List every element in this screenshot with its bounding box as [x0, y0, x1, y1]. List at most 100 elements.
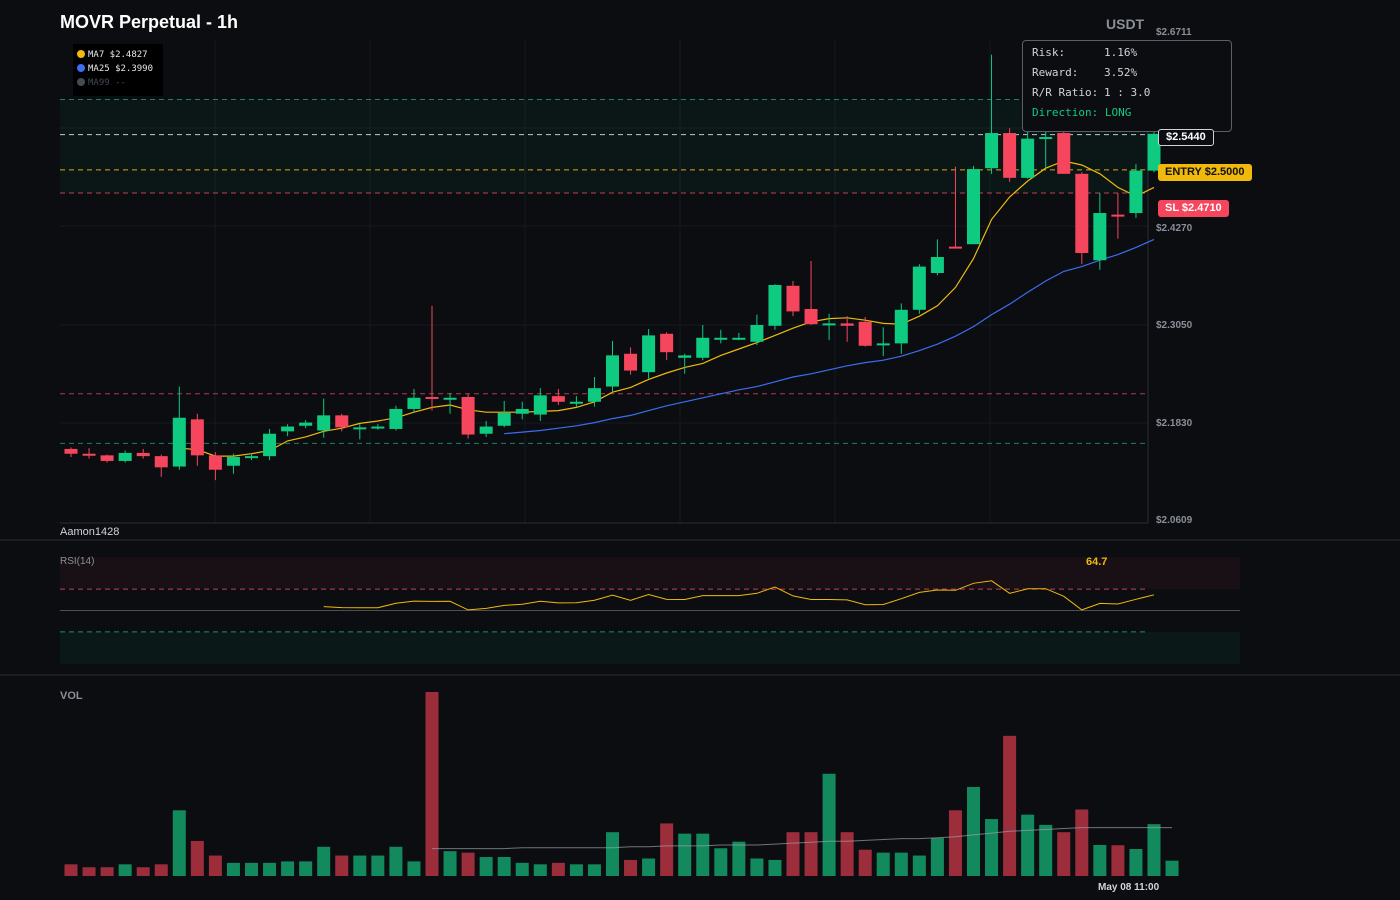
volume-bar	[1021, 814, 1035, 876]
candle-body	[858, 321, 872, 346]
volume-bar	[804, 832, 818, 876]
target-zone	[60, 99, 1148, 194]
quote-currency: USDT	[1106, 16, 1145, 32]
volume-bar	[443, 851, 457, 876]
volume-bar	[190, 840, 204, 876]
volume-bar	[714, 848, 728, 876]
candle-body	[696, 337, 710, 358]
volume-bar	[1039, 824, 1053, 876]
candle-body	[1057, 133, 1071, 174]
moving-averages	[179, 160, 1155, 457]
candle-body	[1021, 138, 1035, 178]
volume-bar	[696, 833, 710, 876]
volume-bar	[1093, 844, 1107, 876]
chart-title: MOVR Perpetual - 1h	[60, 12, 239, 32]
direction-row: Direction: LONG	[1032, 106, 1132, 119]
candle-body	[335, 415, 349, 428]
candle-body	[894, 309, 908, 344]
ma7-dot-icon	[77, 50, 85, 58]
volume-panel	[64, 692, 1179, 876]
volume-bar	[515, 862, 529, 876]
candle-body	[642, 335, 656, 373]
volume-bar	[660, 823, 674, 876]
candle-body	[840, 323, 854, 326]
price-label: $2.3050	[1156, 320, 1193, 331]
price-label: $2.1830	[1156, 418, 1193, 429]
candle-body	[624, 353, 638, 371]
candle-body	[876, 343, 890, 346]
candle-body	[533, 395, 547, 415]
candle-body	[82, 453, 96, 456]
volume-bar	[389, 846, 403, 876]
ma-legend: MA7 $2.4827 MA25 $2.3990 MA99 --	[73, 44, 163, 96]
volume-bar	[1057, 832, 1071, 876]
volume-bar	[317, 846, 331, 876]
volume-bar	[64, 864, 78, 876]
candle-body	[1039, 137, 1053, 140]
risk-row: Risk: 1.16%	[1032, 46, 1138, 59]
entry-tag[interactable]: ENTRY $2.5000	[1158, 164, 1252, 181]
volume-bar	[299, 861, 313, 876]
candle-body	[497, 412, 511, 426]
price-levels	[60, 98, 1148, 444]
volume-bar	[245, 862, 258, 876]
candle-body	[136, 452, 150, 457]
watermark: Aamon1428	[60, 526, 120, 538]
ma25-dot-icon	[77, 64, 85, 72]
candle-body	[985, 133, 999, 169]
candle-body	[190, 419, 204, 456]
volume-bar	[569, 864, 583, 876]
volume-bar	[425, 692, 439, 876]
volume-bar	[226, 862, 240, 876]
stop-loss-tag[interactable]: SL $2.4710	[1158, 200, 1229, 217]
candle-body	[768, 284, 782, 326]
candle-body	[118, 452, 132, 461]
volume-bar	[1129, 848, 1143, 876]
ma7-line	[179, 160, 1155, 457]
candle-body	[461, 396, 475, 435]
volume-bar	[371, 855, 385, 876]
rsi-oversold-zone	[60, 631, 1240, 664]
volume-bar	[587, 864, 601, 876]
volume-bar	[624, 859, 638, 876]
candle-body	[389, 408, 403, 429]
candle-body	[1075, 173, 1089, 254]
candle-body	[64, 448, 78, 454]
volume-bar	[100, 867, 114, 876]
candle-body	[1093, 213, 1107, 261]
take-profit-tag[interactable]: $2.5440	[1158, 129, 1214, 146]
candle-body	[353, 427, 367, 430]
volume-bar	[732, 841, 746, 876]
candle-body	[407, 397, 421, 409]
candle-body	[804, 308, 818, 325]
price-label: $2.0609	[1156, 515, 1193, 526]
candle-body	[587, 388, 601, 402]
volume-bar	[461, 852, 475, 876]
candle-body	[1111, 214, 1125, 217]
candle-body	[226, 456, 240, 466]
rsi-label: RSI(14)	[60, 556, 95, 567]
volume-bar	[876, 852, 890, 876]
volume-bar	[1111, 845, 1125, 876]
rsi-line	[323, 580, 1155, 611]
volume-bar	[1003, 735, 1017, 876]
rsi-overbought-zone	[60, 557, 1240, 590]
candle-body	[299, 422, 313, 426]
candle-body	[263, 433, 277, 457]
legend-ma99: MA99 --	[77, 76, 163, 90]
volume-bar	[353, 855, 367, 876]
volume-bar	[930, 838, 944, 876]
volume-bar	[894, 852, 908, 876]
candle-body	[948, 246, 962, 249]
ratio-row: R/R Ratio: 1 : 3.0	[1032, 86, 1151, 99]
candle-body	[551, 396, 565, 402]
price-zones	[60, 99, 1148, 194]
candle-body	[750, 324, 764, 342]
volume-ma-line	[432, 827, 1172, 850]
volume-bar	[172, 810, 186, 876]
legend-ma25: MA25 $2.3990	[77, 62, 163, 76]
volume-bar	[82, 867, 96, 876]
volume-bar	[858, 849, 872, 876]
volume-bar	[497, 857, 511, 876]
